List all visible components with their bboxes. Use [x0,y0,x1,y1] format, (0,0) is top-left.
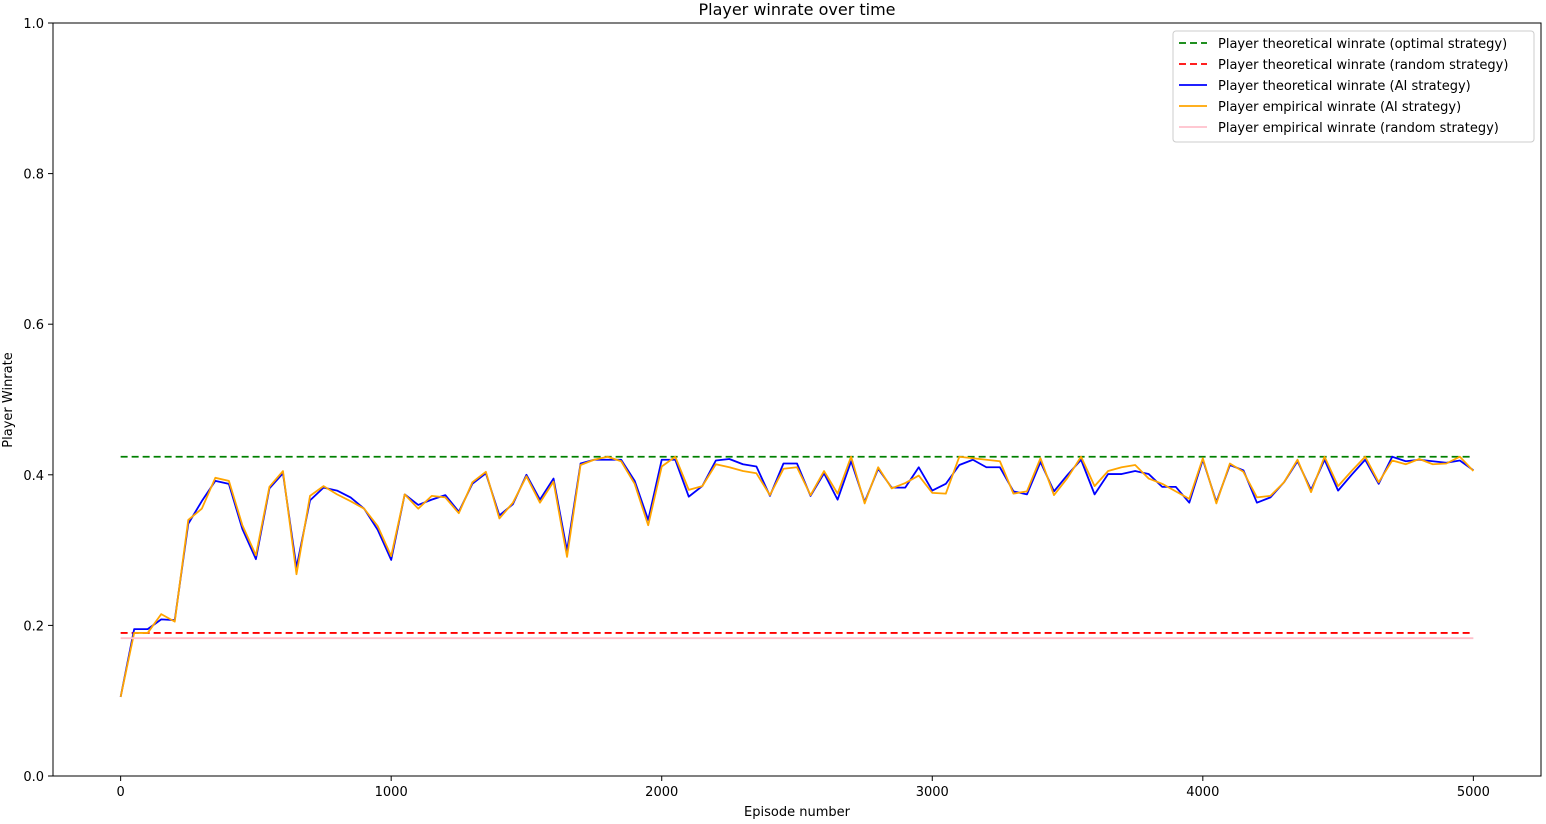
x-tick-label: 1000 [375,785,408,800]
axes-frame [52,22,1542,777]
series-line-4 [119,455,1475,698]
y-tick-label: 0.6 [23,318,44,333]
y-axis-label: Player Winrate [1,352,16,447]
x-tick-label: 3000 [916,785,949,800]
y-tick-label: 0.2 [23,619,44,634]
x-axis-label: Episode number [744,805,851,820]
legend-label: Player theoretical winrate (optimal stra… [1218,37,1507,52]
legend-label: Player theoretical winrate (AI strategy) [1218,79,1471,94]
y-tick-label: 0.4 [23,469,44,484]
x-tick-label: 4000 [1186,785,1219,800]
legend-label: Player empirical winrate (AI strategy) [1218,100,1461,115]
plot-area [119,455,1475,698]
x-tick-label: 5000 [1457,785,1490,800]
y-tick-label: 0.8 [23,168,44,183]
legend-label: Player theoretical winrate (random strat… [1218,58,1508,73]
axes: 0 1000 2000 3000 4000 5000 0.0 0.2 0.4 0.6 0.8 1.0 [23,17,1542,800]
x-tick-label: 2000 [645,785,678,800]
y-tick-label: 1.0 [23,17,44,32]
legend: Player theoretical winrate (optimal stra… [1172,30,1535,143]
legend-box [1172,30,1535,143]
x-tick-label: 0 [116,785,124,800]
y-tick-label: 0.0 [23,770,44,785]
legend-label: Player empirical winrate (random strateg… [1218,121,1499,136]
chart-title: Player winrate over time [698,0,895,19]
